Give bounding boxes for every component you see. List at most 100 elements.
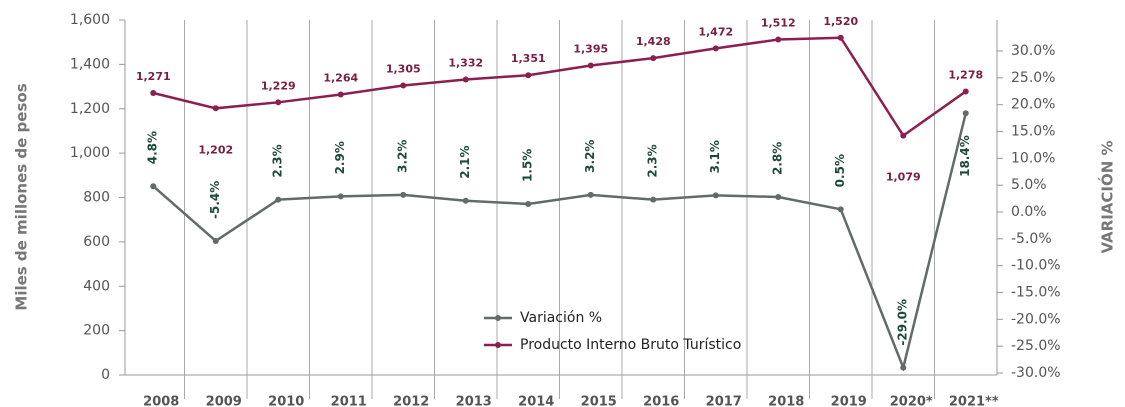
y2-tick-label: -25.0% <box>1011 338 1061 354</box>
point <box>462 197 469 204</box>
point <box>587 62 594 69</box>
value-label: 1,229 <box>261 79 296 92</box>
y-tick-label: 200 <box>83 323 110 339</box>
y-tick-label: 800 <box>83 190 110 206</box>
point <box>775 36 782 43</box>
y2-tick-label: 25.0% <box>1011 70 1055 86</box>
value-label: 1.5% <box>521 149 535 182</box>
point <box>400 82 407 89</box>
value-label: 1,520 <box>823 15 858 28</box>
value-label: 1,079 <box>886 171 921 184</box>
legend-marker <box>495 342 501 348</box>
point <box>212 105 219 112</box>
x-tick-label: 2010 <box>268 395 304 407</box>
y-tick-label: 1,200 <box>70 101 110 117</box>
y-tick-label: 1,600 <box>70 12 110 28</box>
y-tick-label: 400 <box>83 278 110 294</box>
y2-tick-label: -10.0% <box>1011 258 1061 274</box>
x-tick-label: 2014 <box>518 395 554 407</box>
point <box>962 110 969 117</box>
y2-tick-label: 15.0% <box>1011 124 1055 140</box>
point <box>712 45 719 52</box>
point <box>900 132 907 139</box>
y-axis-label: Miles de millones de pesos <box>13 83 31 310</box>
y-tick-label: 600 <box>83 234 110 250</box>
series-line <box>152 112 967 372</box>
value-label: 18.4% <box>958 135 972 177</box>
value-label: -29.0% <box>896 299 910 346</box>
x-tick-label: 2019 <box>831 395 867 407</box>
x-tick-label: 2015 <box>581 395 617 407</box>
point <box>337 193 344 200</box>
x-tick-label: 2008 <box>143 395 179 407</box>
y2-tick-label: 0.0% <box>1011 204 1047 220</box>
value-label: 2.8% <box>771 142 785 175</box>
y2-tick-label: -20.0% <box>1011 311 1061 327</box>
point <box>900 364 907 371</box>
series-line <box>152 36 967 138</box>
value-label: 1,332 <box>448 56 483 69</box>
point <box>275 196 282 203</box>
value-label: 2.9% <box>333 141 347 174</box>
point <box>712 192 719 199</box>
point <box>837 34 844 41</box>
y2-tick-label: 20.0% <box>1011 97 1055 113</box>
value-label: 2.3% <box>271 144 285 177</box>
legend-label: Variación % <box>520 310 602 326</box>
point <box>525 72 532 79</box>
point <box>212 237 219 244</box>
point <box>650 55 657 62</box>
value-label: 1,395 <box>573 42 608 55</box>
y-tick-label: 1,400 <box>70 56 110 72</box>
value-label: 1,472 <box>698 25 733 38</box>
y-tick-label: 0 <box>101 367 110 383</box>
value-label: 2.1% <box>458 145 472 178</box>
y2-tick-label: 10.0% <box>1011 150 1055 166</box>
point <box>837 206 844 213</box>
x-tick-label: 2009 <box>206 395 242 407</box>
legend-label: Producto Interno Bruto Turístico <box>520 337 741 353</box>
value-label: 3.2% <box>396 140 410 173</box>
y2-tick-label: -15.0% <box>1011 285 1061 301</box>
x-tick-label: 2018 <box>768 395 804 407</box>
point <box>525 200 532 207</box>
value-label: 1,264 <box>323 72 358 85</box>
point <box>650 196 657 203</box>
value-label: 1,512 <box>761 17 796 30</box>
point <box>150 89 157 96</box>
x-tick-label: 2012 <box>393 395 429 407</box>
value-label: 4.8% <box>146 131 160 164</box>
x-tick-label: 2011 <box>331 395 367 407</box>
point <box>275 99 282 106</box>
y2-tick-label: -30.0% <box>1011 365 1061 381</box>
value-label: 1,278 <box>948 68 983 81</box>
x-tick-label: 2020* <box>890 395 933 407</box>
value-label: 1,271 <box>136 70 171 83</box>
x-tick-label: 2013 <box>456 395 492 407</box>
value-label: 3.1% <box>708 140 722 173</box>
point <box>462 76 469 83</box>
value-label: 1,305 <box>386 62 421 75</box>
point <box>962 88 969 95</box>
y-tick-label: 1,000 <box>70 145 110 161</box>
legend-marker <box>495 315 501 321</box>
value-label: -5.4% <box>208 181 222 219</box>
value-label: 1,202 <box>198 143 233 156</box>
x-tick-label: 2017 <box>706 395 742 407</box>
value-label: 2.3% <box>646 144 660 177</box>
value-label: 0.5% <box>833 154 847 187</box>
point <box>150 183 157 190</box>
point <box>775 193 782 200</box>
value-label: 1,428 <box>636 35 671 48</box>
point <box>400 191 407 198</box>
y2-tick-label: -5.0% <box>1011 231 1052 247</box>
y2-tick-label: 5.0% <box>1011 177 1047 193</box>
y2-axis-label: VARIACIÓN % <box>1098 140 1117 253</box>
y2-tick-label: 30.0% <box>1011 43 1055 59</box>
value-label: 1,351 <box>511 52 546 65</box>
x-tick-label: 2021** <box>949 395 999 407</box>
value-label: 3.2% <box>583 140 597 173</box>
point <box>337 91 344 98</box>
point <box>587 191 594 198</box>
